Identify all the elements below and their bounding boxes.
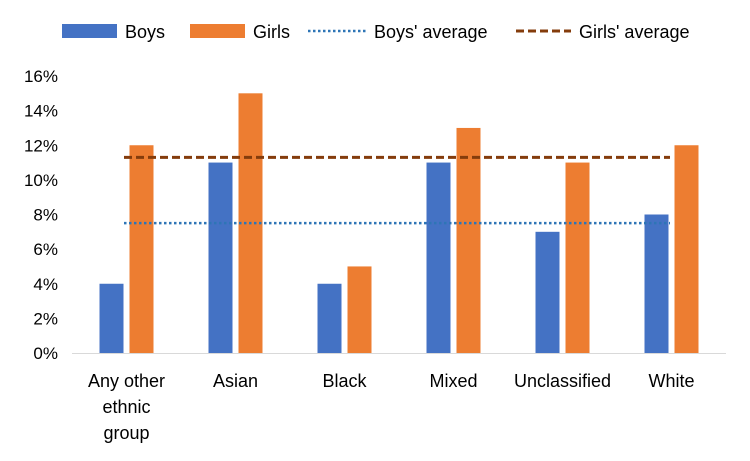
legend-swatch-girls [190, 24, 245, 38]
x-category-label: Black [322, 371, 367, 391]
y-tick-label: 6% [33, 240, 58, 259]
bar-girls-4 [565, 162, 590, 353]
bar-boys-4 [535, 231, 560, 353]
bar-girls-0 [129, 145, 154, 353]
x-category-label: Any other ethnic group [88, 371, 165, 443]
bar-girls-2 [347, 266, 372, 353]
y-tick-label: 2% [33, 309, 58, 328]
x-category-label-line: Mixed [429, 371, 477, 391]
y-tick-label: 8% [33, 206, 58, 225]
bar-boys-2 [317, 283, 342, 353]
y-tick-label: 14% [24, 102, 58, 121]
bars [99, 93, 699, 353]
legend-label: Boys' average [374, 22, 488, 42]
y-tick-label: 12% [24, 136, 58, 155]
bar-boys-0 [99, 283, 124, 353]
legend-label: Boys [125, 22, 165, 42]
legend-label: Girls' average [579, 22, 689, 42]
y-tick-label: 10% [24, 171, 58, 190]
y-tick-label: 0% [33, 344, 58, 363]
x-category-label: White [648, 371, 694, 391]
x-category-label-line: Any other [88, 371, 165, 391]
legend: Boys Girls Boys' average Girls' average [62, 22, 689, 42]
bar-boys-5 [644, 214, 669, 353]
x-category-label: Mixed [429, 371, 477, 391]
y-tick-label: 16% [24, 67, 58, 86]
x-category-label: Unclassified [514, 371, 611, 391]
bar-boys-1 [208, 162, 233, 353]
legend-swatch-boys [62, 24, 117, 38]
legend-label: Girls [253, 22, 290, 42]
x-category-label-line: group [103, 423, 149, 443]
bar-girls-3 [456, 127, 481, 353]
x-category-label-line: ethnic [102, 397, 150, 417]
y-tick-label: 4% [33, 275, 58, 294]
x-category-label-line: Black [322, 371, 367, 391]
reference-lines [124, 155, 670, 225]
bar-boys-3 [426, 162, 451, 353]
bar-girls-5 [674, 145, 699, 353]
x-category-label-line: Asian [213, 371, 258, 391]
x-category-label-line: Unclassified [514, 371, 611, 391]
x-category-label-line: White [648, 371, 694, 391]
x-category-label: Asian [213, 371, 258, 391]
x-axis: Any other ethnic group Asian Black Mixed Uncla… [72, 353, 726, 443]
y-axis: 0% 2% 4% 6% 8% 10% 12% 14% 16% [24, 67, 58, 363]
